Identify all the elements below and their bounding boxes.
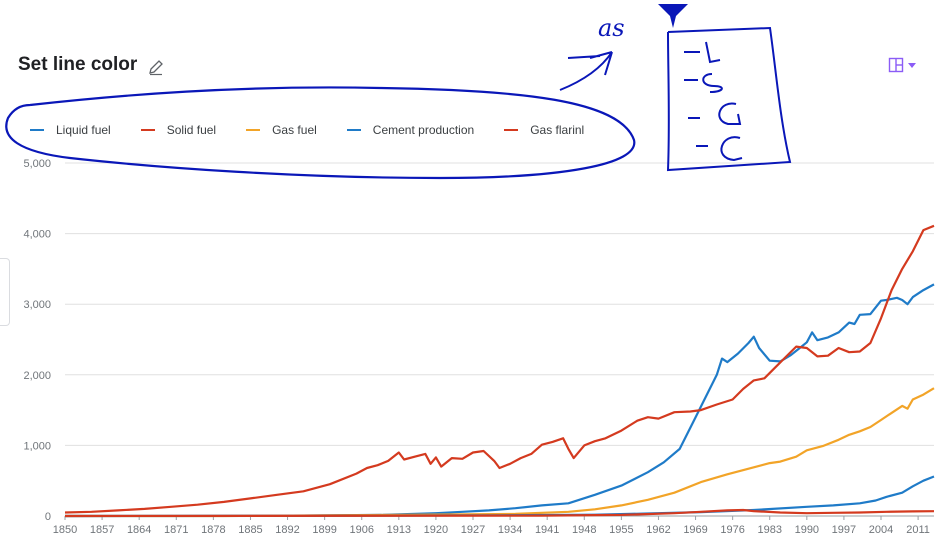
x-tick-label: 1892 bbox=[275, 524, 299, 536]
x-tick-label: 1948 bbox=[572, 524, 596, 536]
y-tick-label: 4,000 bbox=[23, 229, 51, 241]
x-tick-label: 2004 bbox=[869, 524, 893, 536]
x-tick-label: 1864 bbox=[127, 524, 151, 536]
y-tick-label: 1,000 bbox=[23, 440, 51, 452]
layout-grid-icon bbox=[888, 57, 904, 73]
x-tick-label: 1941 bbox=[535, 524, 559, 536]
x-tick-label: 1857 bbox=[90, 524, 114, 536]
x-tick-label: 1850 bbox=[53, 524, 77, 536]
x-tick-label: 1871 bbox=[164, 524, 188, 536]
y-tick-label: 5,000 bbox=[23, 158, 51, 170]
x-tick-label: 1906 bbox=[349, 524, 373, 536]
x-tick-label: 1899 bbox=[312, 524, 336, 536]
x-tick-label: 1920 bbox=[424, 524, 448, 536]
chart-title: Set line color bbox=[18, 54, 138, 75]
series-line-4[interactable] bbox=[64, 508, 935, 518]
side-panel-tab[interactable] bbox=[0, 258, 10, 326]
x-tick-label: 1885 bbox=[238, 524, 262, 536]
pencil-icon[interactable] bbox=[147, 58, 165, 76]
series-line-2[interactable] bbox=[65, 387, 935, 518]
x-tick-label: 1976 bbox=[720, 524, 744, 536]
x-tick-label: 1983 bbox=[757, 524, 781, 536]
layout-menu-button[interactable] bbox=[888, 54, 924, 76]
series-line-1[interactable] bbox=[64, 224, 935, 514]
x-tick-label: 1969 bbox=[683, 524, 707, 536]
series-line-0[interactable] bbox=[65, 283, 935, 518]
x-tick-label: 1990 bbox=[795, 524, 819, 536]
x-tick-label: 1927 bbox=[461, 524, 485, 536]
x-tick-label: 1997 bbox=[832, 524, 856, 536]
y-tick-label: 2,000 bbox=[23, 370, 51, 382]
x-tick-label: 1955 bbox=[609, 524, 633, 536]
y-tick-label: 3,000 bbox=[23, 299, 51, 311]
caret-down-icon bbox=[908, 63, 916, 68]
x-tick-label: 1878 bbox=[201, 524, 225, 536]
x-tick-label: 1913 bbox=[387, 524, 411, 536]
x-tick-label: 1962 bbox=[646, 524, 670, 536]
y-tick-label: 0 bbox=[45, 511, 51, 523]
x-tick-label: 2011 bbox=[906, 524, 930, 536]
x-tick-label: 1934 bbox=[498, 524, 522, 536]
